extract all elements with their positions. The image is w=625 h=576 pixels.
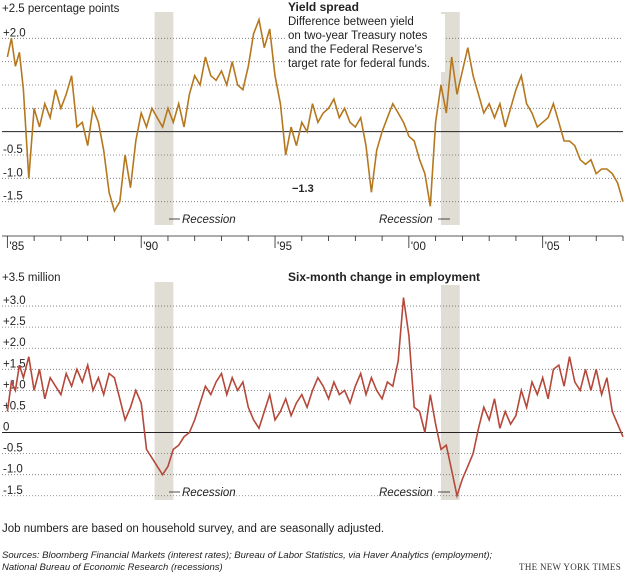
x-tick-label: '00 xyxy=(411,241,426,253)
yield-spread-title: Yield spread xyxy=(288,0,359,14)
employment-title: Six-month change in employment xyxy=(288,270,480,284)
y-tick-label: -1.5 xyxy=(3,191,23,203)
y-tick-label: -0.5 xyxy=(3,443,23,455)
recession-band xyxy=(154,12,174,225)
recession-label: Recession xyxy=(169,487,236,499)
credit: THE NEW YORK TIMES xyxy=(519,562,621,572)
x-tick-label: '05 xyxy=(545,241,560,253)
recession-band xyxy=(154,282,174,500)
min-annotation: −1.3 xyxy=(292,183,314,195)
x-tick-label: '85 xyxy=(9,241,24,253)
svg-text:Recession: Recession xyxy=(182,487,236,499)
employment-chart: +3.0 +2.5 +2.0 +1.5 +1.0 +0.5 0 -0.5 -1.0 -1.5 +3… xyxy=(2,270,624,500)
y-tick-label: -1.0 xyxy=(3,464,23,476)
y-tick-label: -0.5 xyxy=(3,144,23,156)
svg-text:Recession: Recession xyxy=(182,214,236,226)
figure: +2.0-0.5-1.0-1.5 +2.5 percentage points … xyxy=(2,0,624,500)
y-tick-label: +2.0 xyxy=(3,337,26,349)
svg-text:Recession: Recession xyxy=(379,214,433,226)
y-tick-label: +3.0 xyxy=(3,295,26,307)
y-tick-label: +1.5 xyxy=(3,358,26,370)
recession-label: Recession xyxy=(379,487,450,499)
y-tick-label: -1.0 xyxy=(3,167,23,179)
y-tick-label: +0.5 xyxy=(3,400,26,412)
subtitle-line: Difference between yield xyxy=(288,16,414,28)
yield-spread-chart: +2.0-0.5-1.0-1.5 +2.5 percentage points … xyxy=(2,0,624,253)
recession-label: Recession xyxy=(379,214,450,226)
y-tick-label: +1.0 xyxy=(3,379,26,391)
x-tick-label: '90 xyxy=(143,241,158,253)
x-axis: '85 '90 '95 '00 '05 xyxy=(2,235,624,253)
recession-band xyxy=(440,12,460,225)
subtitle-line: and the Federal Reserve's xyxy=(288,44,423,56)
yield-spread-subtitle: Difference between yield on two-year Tre… xyxy=(285,14,445,72)
employment-line xyxy=(6,297,624,499)
sources-line-1: Sources: Bloomberg Financial Markets (in… xyxy=(2,550,493,561)
subtitle-line: on two-year Treasury notes xyxy=(288,30,428,42)
yield-unit-label: +2.5 percentage points xyxy=(2,3,120,15)
footnote: Job numbers are based on household surve… xyxy=(2,523,385,535)
svg-text:Recession: Recession xyxy=(379,487,433,499)
y-tick-label: +2.0 xyxy=(3,27,26,39)
x-tick-label: '95 xyxy=(277,241,292,253)
y-tick-label: -1.5 xyxy=(3,485,23,497)
yield-spread-line xyxy=(6,16,624,214)
recession-label: Recession xyxy=(169,214,236,226)
y-tick-label: +2.5 xyxy=(3,316,26,328)
y-tick-label: 0 xyxy=(3,422,9,434)
subtitle-line: target rate for federal funds. xyxy=(288,58,430,70)
sources-line-2: National Bureau of Economic Research (re… xyxy=(2,562,223,573)
employment-unit-label: +3.5 million xyxy=(2,272,61,284)
